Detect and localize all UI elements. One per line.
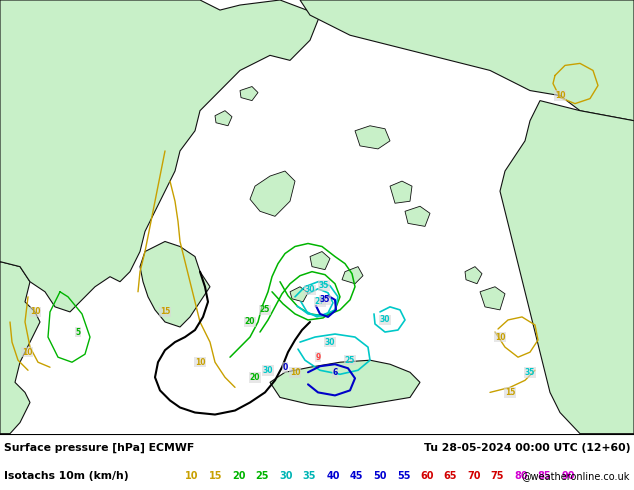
Text: @weatheronline.co.uk: @weatheronline.co.uk: [522, 471, 630, 481]
Text: 35: 35: [303, 471, 316, 481]
Text: 10: 10: [30, 307, 40, 317]
Text: 15: 15: [160, 307, 170, 317]
Polygon shape: [465, 267, 482, 284]
Text: 90: 90: [561, 471, 575, 481]
Text: 15: 15: [209, 471, 223, 481]
Text: 30: 30: [305, 285, 315, 294]
Polygon shape: [140, 242, 210, 327]
Text: 85: 85: [538, 471, 552, 481]
Text: 10: 10: [290, 368, 301, 377]
Text: 50: 50: [373, 471, 387, 481]
Text: 65: 65: [444, 471, 457, 481]
Polygon shape: [310, 251, 330, 270]
Text: 70: 70: [467, 471, 481, 481]
Polygon shape: [290, 287, 308, 302]
Text: 25: 25: [345, 356, 355, 365]
Text: 30: 30: [262, 366, 273, 375]
Polygon shape: [500, 100, 634, 434]
Text: 75: 75: [491, 471, 504, 481]
Text: 10: 10: [555, 91, 566, 100]
Polygon shape: [355, 126, 390, 149]
Text: 10: 10: [195, 358, 205, 367]
Polygon shape: [270, 360, 420, 408]
Text: 9: 9: [315, 353, 321, 362]
Text: 35: 35: [319, 281, 329, 290]
Text: Surface pressure [hPa] ECMWF: Surface pressure [hPa] ECMWF: [4, 442, 194, 453]
Text: 10: 10: [185, 471, 198, 481]
Text: 6: 6: [332, 368, 338, 377]
Text: 20: 20: [245, 318, 256, 326]
Polygon shape: [0, 0, 40, 434]
Text: 25: 25: [256, 471, 269, 481]
Text: 15: 15: [505, 388, 515, 397]
Text: 0: 0: [282, 363, 288, 372]
Polygon shape: [300, 0, 634, 121]
Polygon shape: [405, 206, 430, 226]
Polygon shape: [390, 181, 412, 203]
Text: 5: 5: [75, 327, 81, 337]
Text: 40: 40: [327, 471, 340, 481]
Polygon shape: [480, 287, 505, 310]
Text: 55: 55: [397, 471, 410, 481]
Polygon shape: [0, 0, 320, 312]
Text: 10: 10: [22, 347, 32, 357]
Text: 30: 30: [325, 338, 335, 346]
Text: 10: 10: [495, 333, 505, 342]
Polygon shape: [240, 87, 258, 100]
Text: 20: 20: [232, 471, 246, 481]
Text: 80: 80: [514, 471, 528, 481]
Polygon shape: [250, 171, 295, 216]
Polygon shape: [342, 267, 363, 284]
Text: 27: 27: [314, 297, 325, 306]
Text: 30: 30: [380, 316, 391, 324]
Text: 35: 35: [320, 295, 330, 304]
Text: Isotachs 10m (km/h): Isotachs 10m (km/h): [4, 471, 129, 481]
Text: 30: 30: [279, 471, 293, 481]
Text: 45: 45: [350, 471, 363, 481]
Polygon shape: [215, 111, 232, 126]
Text: 25: 25: [260, 305, 270, 315]
Text: 35: 35: [525, 368, 535, 377]
Text: 60: 60: [420, 471, 434, 481]
Text: Tu 28-05-2024 00:00 UTC (12+60): Tu 28-05-2024 00:00 UTC (12+60): [424, 443, 630, 453]
Text: 20: 20: [250, 373, 260, 382]
